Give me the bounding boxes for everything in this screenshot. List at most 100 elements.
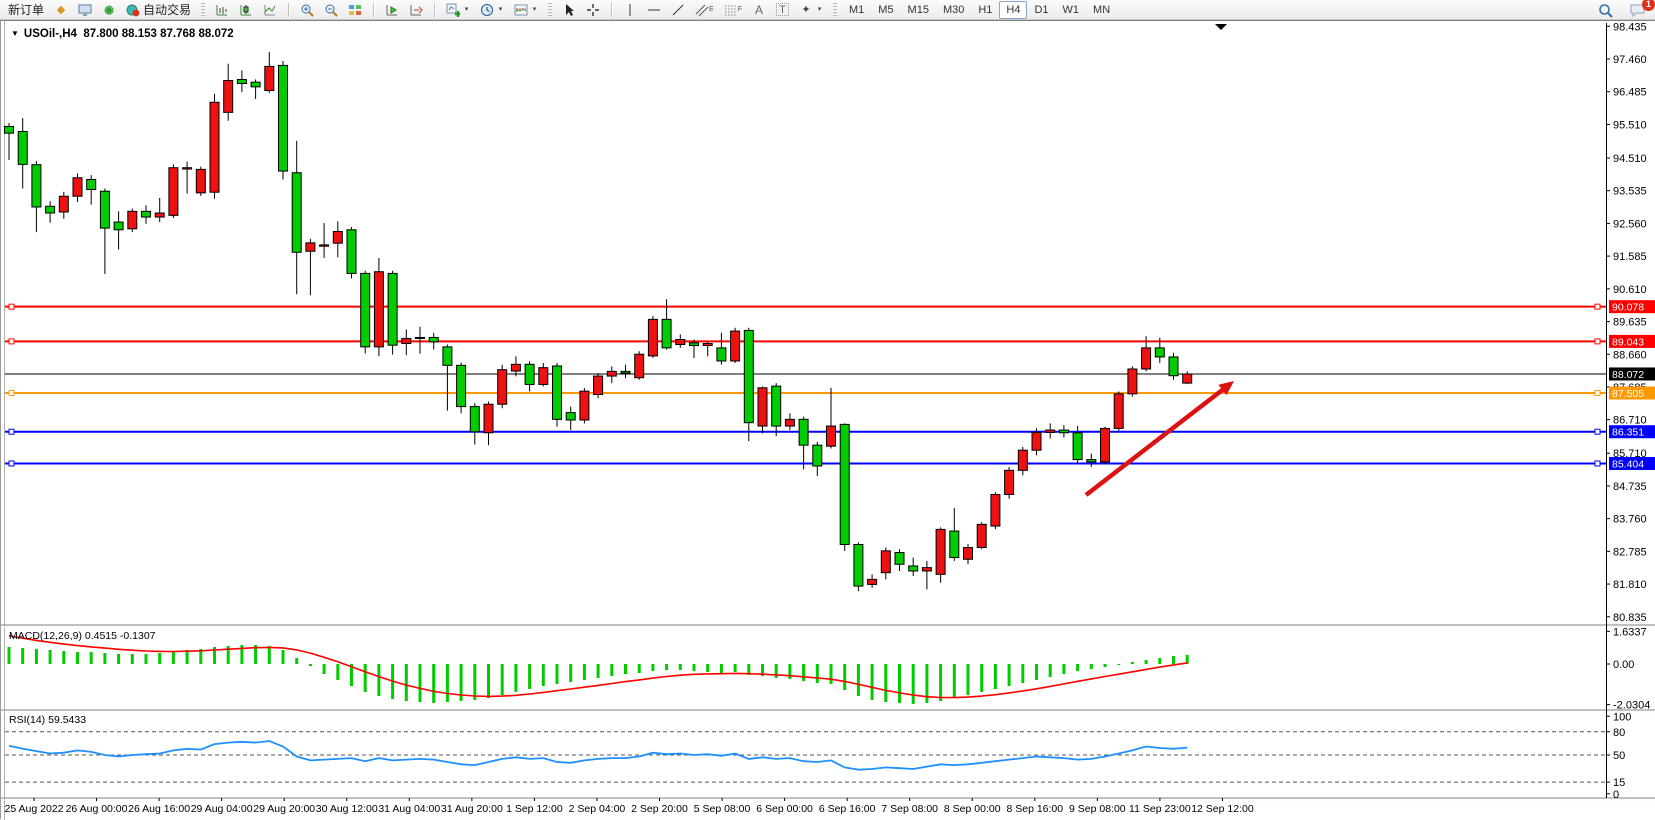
bar-chart-mode-button[interactable] xyxy=(210,1,234,19)
timeframe-toolbar: M1 M5 M15 M30 H1 H4 D1 W1 MN xyxy=(839,0,1120,20)
candle-33 xyxy=(456,364,467,408)
last-bar-marker-icon xyxy=(1215,24,1227,30)
line-chart-icon xyxy=(263,3,277,17)
price-tag-label: 89.043 xyxy=(1612,336,1644,348)
price-tick-label: 90.610 xyxy=(1613,284,1647,296)
notification-badge: 1 xyxy=(1642,0,1655,11)
price-tag-label: 87.505 xyxy=(1612,388,1644,400)
time-tick-label: 25 Aug 2022 xyxy=(5,803,64,815)
monitor-icon xyxy=(78,3,92,17)
candle-20 xyxy=(278,64,288,172)
candle-80 xyxy=(1100,427,1110,463)
hline-handle-left[interactable] xyxy=(8,460,15,467)
price-tick-label: 82.785 xyxy=(1613,546,1647,558)
candle-chart-mode-button[interactable] xyxy=(234,1,258,19)
line-chart-mode-button[interactable] xyxy=(258,1,282,19)
rsi-tick-label: 0 xyxy=(1613,789,1619,801)
chart-title: ▼ USOil-,H4 87.800 88.153 87.768 88.072 xyxy=(11,28,234,40)
template-button[interactable]: ▾ xyxy=(509,1,543,19)
timeframe-button-h1[interactable]: H1 xyxy=(978,3,993,16)
time-tick-label: 30 Aug 12:00 xyxy=(316,803,378,815)
candle-4 xyxy=(58,195,69,213)
chart-canvas[interactable]: 98.435 97.460 96.485 95.510 94.510 93.535 92.5… xyxy=(1,21,1655,820)
candle-10 xyxy=(141,210,151,218)
cursor-tool-button[interactable] xyxy=(557,1,581,19)
expand-triangle-icon[interactable]: ▼ xyxy=(11,29,19,38)
signal-button[interactable]: ◉ xyxy=(97,1,121,19)
timeframe-button-m1[interactable]: M1 xyxy=(848,3,865,16)
search-button[interactable] xyxy=(1593,1,1617,19)
text-label-tool-button[interactable]: T xyxy=(771,1,794,19)
market-watch-button[interactable]: ◆ xyxy=(49,1,73,19)
chart-ohlc-values: 87.800 88.153 87.768 88.072 xyxy=(83,28,234,40)
candle-52 xyxy=(716,347,727,362)
hline-handle-right[interactable] xyxy=(1594,460,1601,467)
new-order-label: 新订单 xyxy=(8,3,45,17)
candle-21 xyxy=(291,172,302,253)
bar-chart-icon xyxy=(215,3,229,17)
candle-8 xyxy=(113,221,124,231)
price-tick-label: 80.835 xyxy=(1613,612,1647,624)
search-icon xyxy=(1598,3,1613,18)
candle-74 xyxy=(1017,449,1028,471)
rsi-tick-label: 15 xyxy=(1613,777,1625,789)
add-indicator-button[interactable]: ▾ xyxy=(441,1,475,19)
chevron-down-icon: ▾ xyxy=(464,5,469,13)
price-tag-label: 86.351 xyxy=(1612,427,1644,439)
price-axis[interactable]: 98.435 97.460 96.485 95.510 94.510 93.535 92.5… xyxy=(1606,21,1650,801)
arrows-tool-button[interactable]: ✦ ▾ xyxy=(794,1,828,19)
hline-handle-right[interactable] xyxy=(1594,303,1601,310)
toolbar-separator xyxy=(373,2,375,17)
hline-handle-left[interactable] xyxy=(8,303,15,310)
crosshair-icon xyxy=(586,3,600,17)
strategy-test-button[interactable] xyxy=(380,1,404,19)
hline-handle-right[interactable] xyxy=(1594,390,1601,397)
hline-handle-left[interactable] xyxy=(8,390,15,397)
timeframe-button-w1[interactable]: W1 xyxy=(1062,3,1080,16)
macd-values: 0.4515 -0.1307 xyxy=(84,630,156,642)
step-forward-button[interactable] xyxy=(404,1,428,19)
vline-tool-button[interactable] xyxy=(618,1,642,19)
notifications-button[interactable]: 1 xyxy=(1625,0,1655,19)
autotrade-button[interactable]: 自动交易 xyxy=(121,1,196,19)
candle-17 xyxy=(236,78,247,85)
hline-tool-button[interactable] xyxy=(642,1,666,19)
new-order-button[interactable]: 新订单 xyxy=(3,1,49,19)
candle-23 xyxy=(319,244,330,247)
trend-arrow-line[interactable] xyxy=(1084,385,1228,497)
time-tick-label: 26 Aug 16:00 xyxy=(128,803,190,815)
timeframe-button-h4[interactable]: H4 xyxy=(999,0,1028,19)
time-tick-label: 11 Sep 23:00 xyxy=(1129,803,1191,815)
candle-72 xyxy=(990,493,1001,527)
hline-handle-left[interactable] xyxy=(8,428,15,435)
fibonacci-tool-button[interactable]: F xyxy=(719,1,747,19)
trendline-tool-button[interactable] xyxy=(666,1,690,19)
crosshair-tool-button[interactable] xyxy=(581,1,605,19)
autotrade-icon xyxy=(126,3,140,17)
terminal-button[interactable] xyxy=(73,1,97,19)
text-tool-button[interactable]: A xyxy=(747,1,771,19)
hline-handle-left[interactable] xyxy=(8,338,15,345)
chart-window[interactable]: 98.435 97.460 96.485 95.510 94.510 93.535 92.5… xyxy=(0,20,1655,820)
rsi-name: RSI(14) xyxy=(9,714,46,726)
zoom-out-button[interactable] xyxy=(319,1,343,19)
price-tag-87.505 xyxy=(1609,386,1655,400)
time-axis[interactable]: 25 Aug 2022 26 Aug 00:00 26 Aug 16:00 29 Au… xyxy=(5,798,1254,815)
timeframe-button-m15[interactable]: M15 xyxy=(907,3,929,16)
candle-5 xyxy=(72,177,83,197)
timeframe-button-m30[interactable]: M30 xyxy=(942,3,965,16)
time-tick-label: 31 Aug 20:00 xyxy=(441,803,503,815)
candle-61 xyxy=(839,423,850,545)
candlestick-series[interactable] xyxy=(4,51,1193,592)
timeframe-button-mn[interactable]: MN xyxy=(1093,3,1111,16)
candle-50 xyxy=(689,342,699,347)
zoom-in-button[interactable] xyxy=(295,1,319,19)
tile-windows-button[interactable] xyxy=(343,1,367,19)
channel-tool-button[interactable]: E xyxy=(690,1,719,19)
timeframe-button-m5[interactable]: M5 xyxy=(878,3,894,16)
period-button[interactable]: ▾ xyxy=(475,1,509,19)
hline-handle-right[interactable] xyxy=(1594,338,1601,345)
time-tick-label: 31 Aug 04:00 xyxy=(378,803,440,815)
hline-handle-right[interactable] xyxy=(1594,428,1601,435)
timeframe-button-d1[interactable]: D1 xyxy=(1034,3,1049,16)
